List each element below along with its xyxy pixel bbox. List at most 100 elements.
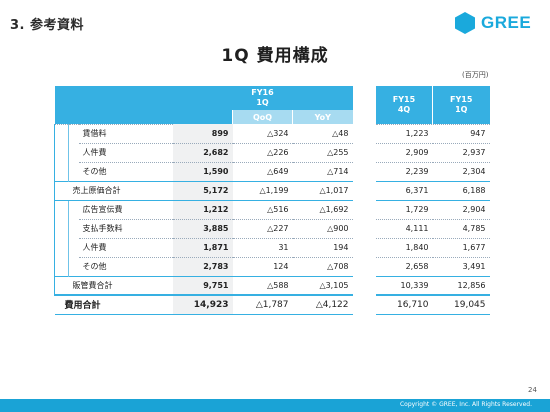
- cell-fy15-4q: 1,729: [375, 200, 433, 220]
- cell-qoq: △226: [232, 143, 293, 163]
- subtotal-row: 6,371 6,188: [375, 180, 490, 201]
- table-row: 広告宣伝費 1,212 △516 △1,692: [54, 200, 353, 220]
- cell-fy15-4q: 2,658: [375, 257, 433, 277]
- header-qoq: QoQ: [232, 110, 293, 124]
- cell-fy16-1q: 1,212: [172, 200, 233, 220]
- gree-logo: GREE: [453, 11, 531, 35]
- cell-fy15-4q: 10,339: [375, 275, 433, 296]
- cell-qoq: 31: [232, 238, 293, 258]
- total-row: 費用合計 14,923 △1,787 △4,122: [54, 294, 353, 315]
- table-row: その他 2,783 124 △708: [54, 257, 353, 277]
- cell-fy16-1q: 3,885: [172, 219, 233, 239]
- cell-fy16-1q: 14,923: [172, 294, 233, 315]
- table-header-row: FY16 1Q: [54, 86, 353, 125]
- cell-qoq: △324: [232, 124, 293, 144]
- logo-text: GREE: [481, 13, 532, 32]
- cell-fy15-1q: 19,045: [432, 294, 490, 315]
- cell-fy15-4q: 2,909: [375, 143, 433, 163]
- table-row: 1,840 1,677: [375, 238, 490, 258]
- cell-fy15-4q: 2,239: [375, 162, 433, 182]
- row-label: 人件費: [78, 143, 173, 163]
- cell-yoy: 194: [292, 238, 353, 258]
- table-row: 人件費 1,871 31 194: [54, 238, 353, 258]
- cell-fy15-4q: 1,223: [375, 124, 433, 144]
- row-label: 販管費合計: [68, 275, 173, 296]
- page-number: 24: [528, 386, 537, 394]
- cell-fy15-1q: 3,491: [432, 257, 490, 277]
- row-label: 人件費: [78, 238, 173, 258]
- table-row: 2,658 3,491: [375, 257, 490, 277]
- header-fy15-1q: FY15 1Q: [432, 86, 490, 125]
- cell-qoq: △1,787: [232, 294, 293, 315]
- row-label: 支払手数料: [78, 219, 173, 239]
- header-fy15-4q: FY15 4Q: [375, 86, 433, 125]
- cell-fy15-1q: 2,904: [432, 200, 490, 220]
- table-row: 賃借料 899 △324 △48: [54, 124, 353, 144]
- cell-qoq: △649: [232, 162, 293, 182]
- table-row: その他 1,590 △649 △714: [54, 162, 353, 182]
- table-row: 2,909 2,937: [375, 143, 490, 163]
- cell-yoy: △3,105: [292, 275, 353, 296]
- row-label: 売上原価合計: [68, 180, 173, 201]
- prior-header-row: FY15 4Q FY15 1Q: [375, 86, 490, 125]
- gree-hexagon-icon: [455, 12, 475, 34]
- row-label: 賃借料: [78, 124, 173, 144]
- unit-note: (百万円): [462, 71, 489, 79]
- table-row: 1,223 947: [375, 124, 490, 144]
- cell-yoy: △48: [292, 124, 353, 144]
- cell-fy16-1q: 1,590: [172, 162, 233, 182]
- cell-qoq: △227: [232, 219, 293, 239]
- cell-yoy: △4,122: [292, 294, 353, 315]
- header-fy15-1q-year: FY15: [450, 94, 473, 104]
- header-fy16: FY16 1Q: [172, 86, 353, 110]
- header-fy15-4q-quarter: 4Q: [397, 104, 411, 114]
- copyright-text: Copyright © GREE, Inc. All Rights Reserv…: [399, 401, 532, 408]
- cell-yoy: △708: [292, 257, 353, 277]
- table-row: 支払手数料 3,885 △227 △900: [54, 219, 353, 239]
- header-fy15-4q-year: FY15: [392, 94, 416, 104]
- header-fy15-1q-quarter: 1Q: [455, 104, 468, 114]
- row-label: 費用合計: [54, 294, 173, 315]
- header-fy16-spacer: [172, 110, 233, 124]
- cell-yoy: △1,017: [292, 180, 353, 201]
- cell-qoq: 124: [232, 257, 293, 277]
- subtotal-row: 10,339 12,856: [375, 275, 490, 296]
- table-row: 2,239 2,304: [375, 162, 490, 182]
- subtotal-row: 売上原価合計 5,172 △1,199 △1,017: [54, 180, 353, 201]
- cell-qoq: △588: [232, 275, 293, 296]
- cell-fy15-1q: 4,785: [432, 219, 490, 239]
- prior-period-table: FY15 4Q FY15 1Q 1,223 947 2,909 2,937 2,23…: [375, 86, 490, 315]
- cell-qoq: △516: [232, 200, 293, 220]
- cell-fy16-1q: 2,682: [172, 143, 233, 163]
- row-label: その他: [78, 162, 173, 182]
- cell-fy15-1q: 12,856: [432, 275, 490, 296]
- cell-fy15-1q: 2,304: [432, 162, 490, 182]
- cell-fy16-1q: 1,871: [172, 238, 233, 258]
- subtotal-row: 販管費合計 9,751 △588 △3,105: [54, 275, 353, 296]
- cell-fy16-1q: 899: [172, 124, 233, 144]
- table-row: 人件費 2,682 △226 △255: [54, 143, 353, 163]
- section-title: 3. 参考資料: [10, 18, 85, 33]
- table-subheader-row: QoQ YoY: [55, 110, 353, 124]
- cell-yoy: △1,692: [292, 200, 353, 220]
- header-blank: [54, 86, 173, 125]
- cell-fy16-1q: 5,172: [172, 180, 233, 201]
- cell-fy15-1q: 1,677: [432, 238, 490, 258]
- cell-yoy: △714: [292, 162, 353, 182]
- cell-fy15-4q: 4,111: [375, 219, 433, 239]
- table-row: 4,111 4,785: [375, 219, 490, 239]
- slide-title: 1Q 費用構成: [221, 46, 329, 66]
- row-label: その他: [78, 257, 173, 277]
- cell-yoy: △255: [292, 143, 353, 163]
- cell-fy15-4q: 6,371: [375, 180, 433, 201]
- cell-fy15-4q: 16,710: [375, 294, 433, 315]
- cell-yoy: △900: [292, 219, 353, 239]
- table-row: 1,729 2,904: [375, 200, 490, 220]
- cell-fy16-1q: 2,783: [172, 257, 233, 277]
- header-fy16-quarter: 1Q: [256, 98, 269, 107]
- cost-table: FY16 1Q QoQ YoY 賃借料 899 △324 △48 人件費 2,6…: [54, 86, 353, 315]
- footer-bar: [0, 399, 550, 412]
- total-row: 16,710 19,045: [375, 294, 490, 315]
- cell-fy15-4q: 1,840: [375, 238, 433, 258]
- row-label: 広告宣伝費: [78, 200, 173, 220]
